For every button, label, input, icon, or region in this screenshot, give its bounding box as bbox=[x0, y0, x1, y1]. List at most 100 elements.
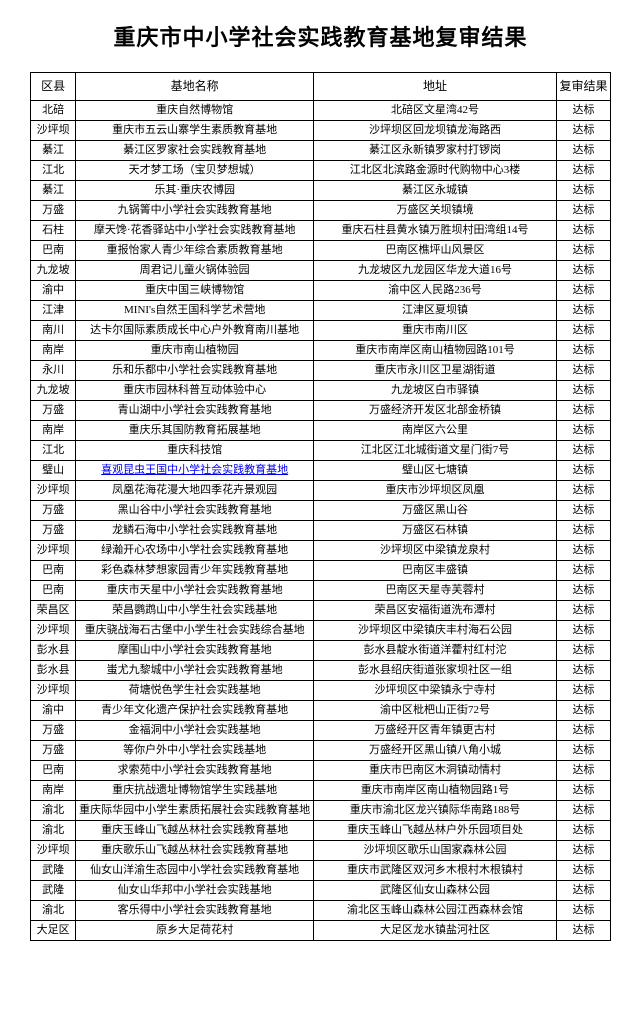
cell-district: 江津 bbox=[31, 301, 76, 321]
cell-district: 九龙坡 bbox=[31, 261, 76, 281]
cell-district: 万盛 bbox=[31, 501, 76, 521]
cell-address: 九龙坡区白市驿镇 bbox=[313, 381, 556, 401]
table-row: 沙坪坝重庆骁战海石古堡中小学生社会实践综合基地沙坪坝区中梁镇庆丰村海石公园达标 bbox=[31, 621, 611, 641]
cell-district: 南岸 bbox=[31, 781, 76, 801]
table-row: 万盛等你户外中小学社会实践基地万盛经开区黑山镇八角小城达标 bbox=[31, 741, 611, 761]
cell-address: 沙坪坝区回龙坝镇龙海路西 bbox=[313, 121, 556, 141]
cell-result: 达标 bbox=[556, 281, 610, 301]
table-row: 江北重庆科技馆江北区江北城街道文星门街7号达标 bbox=[31, 441, 611, 461]
cell-name: 重庆际华园中小学生素质拓展社会实践教育基地 bbox=[76, 801, 314, 821]
cell-result: 达标 bbox=[556, 501, 610, 521]
cell-district: 江北 bbox=[31, 161, 76, 181]
cell-name: 重庆歌乐山飞越丛林社会实践教育基地 bbox=[76, 841, 314, 861]
cell-district: 石柱 bbox=[31, 221, 76, 241]
table-row: 巴南重报怡家人青少年综合素质教育基地巴南区樵坪山风景区达标 bbox=[31, 241, 611, 261]
cell-name: 客乐得中小学社会实践教育基地 bbox=[76, 901, 314, 921]
cell-result: 达标 bbox=[556, 561, 610, 581]
cell-address: 巴南区樵坪山风景区 bbox=[313, 241, 556, 261]
cell-address: 渝中区人民路236号 bbox=[313, 281, 556, 301]
cell-district: 南川 bbox=[31, 321, 76, 341]
cell-address: 重庆玉峰山飞越丛林户外乐园项目处 bbox=[313, 821, 556, 841]
cell-address: 重庆市沙坪坝区凤凰 bbox=[313, 481, 556, 501]
cell-name: 重庆自然博物馆 bbox=[76, 101, 314, 121]
cell-name: 重庆玉峰山飞越丛林社会实践教育基地 bbox=[76, 821, 314, 841]
cell-result: 达标 bbox=[556, 881, 610, 901]
cell-result: 达标 bbox=[556, 261, 610, 281]
cell-name: 绿瀚开心农场中小学社会实践教育基地 bbox=[76, 541, 314, 561]
table-header-row: 区县 基地名称 地址 复审结果 bbox=[31, 73, 611, 101]
cell-result: 达标 bbox=[556, 761, 610, 781]
cell-name: 喜观昆虫王国中小学社会实践教育基地 bbox=[76, 461, 314, 481]
header-result: 复审结果 bbox=[556, 73, 610, 101]
cell-address: 彭水县靛水街道洋藿村红村沱 bbox=[313, 641, 556, 661]
cell-result: 达标 bbox=[556, 701, 610, 721]
table-row: 渝北重庆玉峰山飞越丛林社会实践教育基地重庆玉峰山飞越丛林户外乐园项目处达标 bbox=[31, 821, 611, 841]
name-link[interactable]: 喜观昆虫王国中小学社会实践教育基地 bbox=[101, 464, 288, 476]
cell-district: 彭水县 bbox=[31, 641, 76, 661]
cell-address: 沙坪坝区歌乐山国家森林公园 bbox=[313, 841, 556, 861]
cell-address: 万盛经济开发区北部金桥镇 bbox=[313, 401, 556, 421]
table-row: 江北天才梦工场（宝贝梦想城）江北区北滨路金源时代购物中心3楼达标 bbox=[31, 161, 611, 181]
cell-result: 达标 bbox=[556, 461, 610, 481]
cell-name: 重庆乐其国防教育拓展基地 bbox=[76, 421, 314, 441]
cell-address: 万盛经开区青年镇更古村 bbox=[313, 721, 556, 741]
cell-address: 重庆市巴南区木洞镇动情村 bbox=[313, 761, 556, 781]
cell-address: 重庆市渝北区龙兴镇际华南路188号 bbox=[313, 801, 556, 821]
cell-result: 达标 bbox=[556, 801, 610, 821]
table-row: 江津MINI's自然王国科学艺术营地江津区夏坝镇达标 bbox=[31, 301, 611, 321]
table-row: 武隆仙女山洋渝生态园中小学社会实践教育基地重庆市武隆区双河乡木根村木根镇村达标 bbox=[31, 861, 611, 881]
table-row: 荣昌区荣昌鹦鹉山中小学生社会实践基地荣昌区安福街道洗布潭村达标 bbox=[31, 601, 611, 621]
cell-result: 达标 bbox=[556, 581, 610, 601]
cell-district: 万盛 bbox=[31, 401, 76, 421]
cell-address: 璧山区七塘镇 bbox=[313, 461, 556, 481]
cell-district: 九龙坡 bbox=[31, 381, 76, 401]
header-district: 区县 bbox=[31, 73, 76, 101]
table-row: 彭水县蚩尤九黎城中小学社会实践教育基地彭水县绍庆街道张家坝社区一组达标 bbox=[31, 661, 611, 681]
table-row: 九龙坡重庆市园林科普互动体验中心九龙坡区白市驿镇达标 bbox=[31, 381, 611, 401]
table-row: 彭水县摩围山中小学社会实践教育基地彭水县靛水街道洋藿村红村沱达标 bbox=[31, 641, 611, 661]
table-row: 万盛龙鳞石海中小学社会实践教育基地万盛区石林镇达标 bbox=[31, 521, 611, 541]
table-row: 武隆仙女山华邦中小学社会实践基地武隆区仙女山森林公园达标 bbox=[31, 881, 611, 901]
page-title: 重庆市中小学社会实践教育基地复审结果 bbox=[30, 20, 611, 52]
cell-result: 达标 bbox=[556, 901, 610, 921]
table-row: 巴南彩色森林梦想家园青少年实践教育基地巴南区丰盛镇达标 bbox=[31, 561, 611, 581]
table-row: 渝北客乐得中小学社会实践教育基地渝北区玉峰山森林公园江西森林会馆达标 bbox=[31, 901, 611, 921]
cell-district: 渝中 bbox=[31, 281, 76, 301]
cell-district: 武隆 bbox=[31, 861, 76, 881]
cell-district: 荣昌区 bbox=[31, 601, 76, 621]
table-row: 沙坪坝绿瀚开心农场中小学社会实践教育基地沙坪坝区中梁镇龙泉村达标 bbox=[31, 541, 611, 561]
cell-district: 璧山 bbox=[31, 461, 76, 481]
table-row: 南岸重庆市南山植物园重庆市南岸区南山植物园路101号达标 bbox=[31, 341, 611, 361]
cell-district: 巴南 bbox=[31, 561, 76, 581]
cell-address: 大足区龙水镇盐河社区 bbox=[313, 921, 556, 941]
table-row: 万盛九锅箐中小学社会实践教育基地万盛区关坝镇境达标 bbox=[31, 201, 611, 221]
cell-district: 沙坪坝 bbox=[31, 481, 76, 501]
cell-district: 彭水县 bbox=[31, 661, 76, 681]
cell-result: 达标 bbox=[556, 421, 610, 441]
table-row: 永川乐和乐都中小学社会实践教育基地重庆市永川区卫星湖街道达标 bbox=[31, 361, 611, 381]
cell-address: 重庆市永川区卫星湖街道 bbox=[313, 361, 556, 381]
cell-result: 达标 bbox=[556, 241, 610, 261]
cell-address: 万盛区黑山谷 bbox=[313, 501, 556, 521]
cell-district: 大足区 bbox=[31, 921, 76, 941]
cell-name: 黑山谷中小学社会实践教育基地 bbox=[76, 501, 314, 521]
cell-result: 达标 bbox=[556, 121, 610, 141]
cell-name: 重庆骁战海石古堡中小学生社会实践综合基地 bbox=[76, 621, 314, 641]
cell-name: MINI's自然王国科学艺术营地 bbox=[76, 301, 314, 321]
cell-result: 达标 bbox=[556, 201, 610, 221]
cell-address: 重庆市武隆区双河乡木根村木根镇村 bbox=[313, 861, 556, 881]
cell-name: 乐和乐都中小学社会实践教育基地 bbox=[76, 361, 314, 381]
cell-name: 达卡尔国际素质成长中心户外教育南川基地 bbox=[76, 321, 314, 341]
cell-address: 巴南区丰盛镇 bbox=[313, 561, 556, 581]
cell-result: 达标 bbox=[556, 481, 610, 501]
cell-name: 重庆抗战遗址博物馆学生实践基地 bbox=[76, 781, 314, 801]
cell-result: 达标 bbox=[556, 521, 610, 541]
cell-result: 达标 bbox=[556, 661, 610, 681]
cell-result: 达标 bbox=[556, 221, 610, 241]
cell-name: 綦江区罗家社会实践教育基地 bbox=[76, 141, 314, 161]
table-row: 渝中重庆中国三峡博物馆渝中区人民路236号达标 bbox=[31, 281, 611, 301]
cell-result: 达标 bbox=[556, 841, 610, 861]
cell-result: 达标 bbox=[556, 441, 610, 461]
results-table: 区县 基地名称 地址 复审结果 北碚重庆自然博物馆北碚区文星湾42号达标沙坪坝重… bbox=[30, 72, 611, 941]
cell-name: 重庆科技馆 bbox=[76, 441, 314, 461]
